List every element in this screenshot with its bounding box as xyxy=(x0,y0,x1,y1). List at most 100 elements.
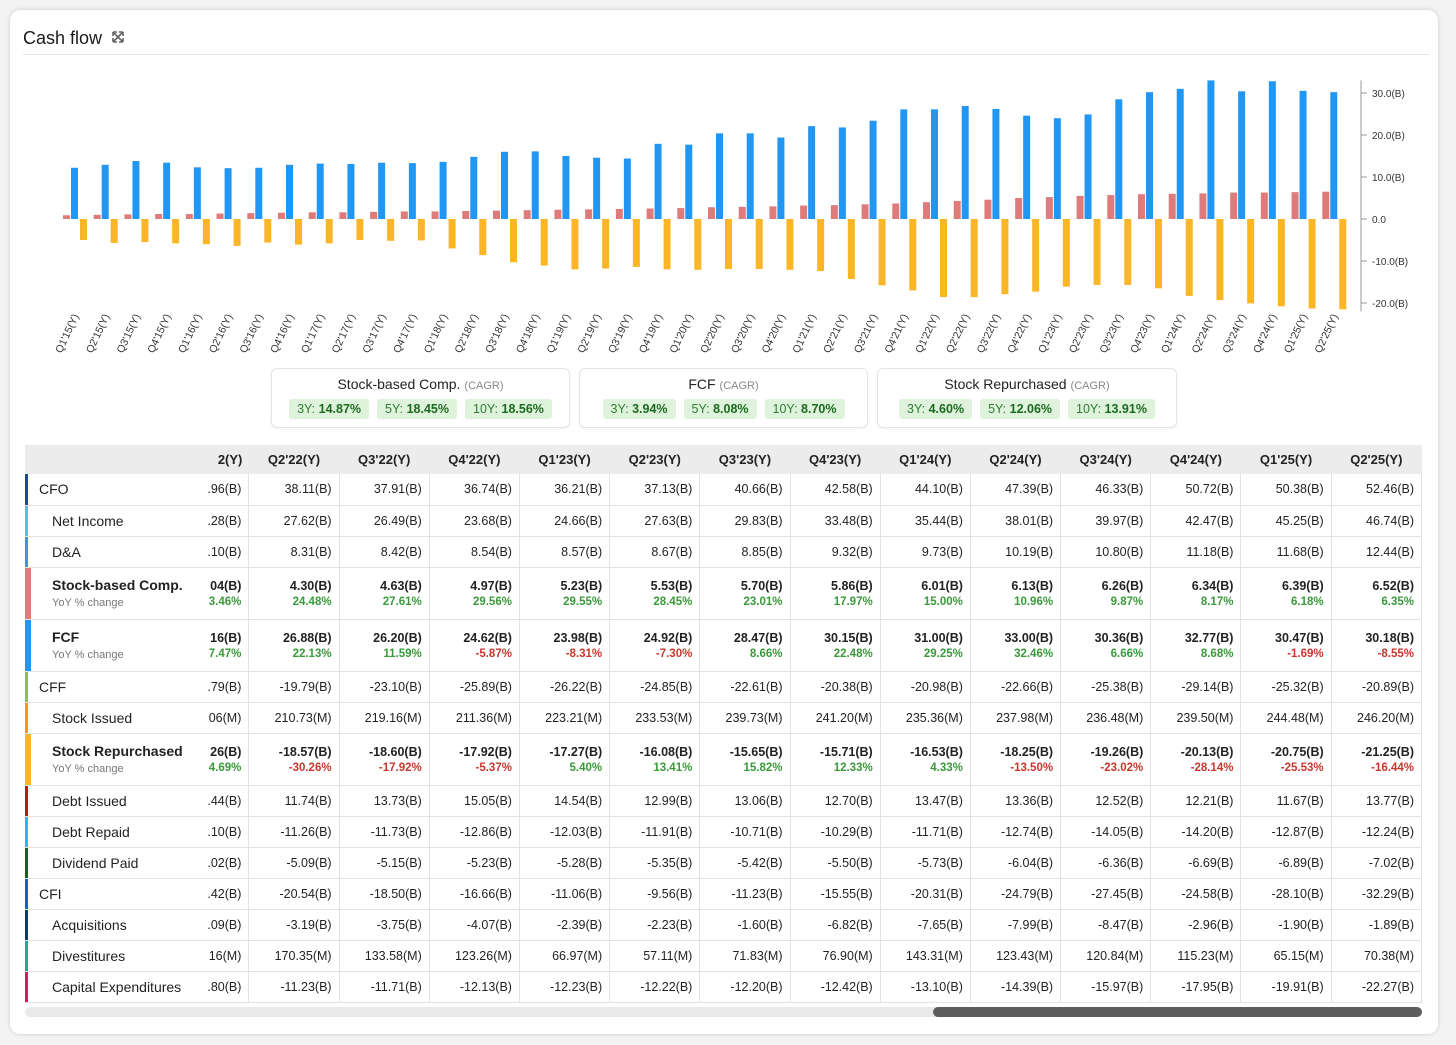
fcf-bar[interactable] xyxy=(71,167,78,219)
repurchase-bar[interactable] xyxy=(786,219,794,270)
sbc-bar[interactable] xyxy=(523,210,531,219)
sbc-bar[interactable] xyxy=(247,213,255,219)
fcf-bar[interactable] xyxy=(1023,115,1031,219)
repurchase-bar[interactable] xyxy=(817,219,825,272)
repurchase-bar[interactable] xyxy=(970,219,978,298)
repurchase-bar[interactable] xyxy=(479,219,487,256)
repurchase-bar[interactable] xyxy=(940,219,947,298)
column-header[interactable]: Q4'22(Y) xyxy=(429,445,520,474)
sbc-bar[interactable] xyxy=(1107,195,1115,219)
sbc-bar[interactable] xyxy=(308,212,316,219)
repurchase-bar[interactable] xyxy=(233,219,241,246)
fcf-bar[interactable] xyxy=(900,109,908,219)
fcf-bar[interactable] xyxy=(838,127,846,219)
repurchase-bar[interactable] xyxy=(1032,219,1040,292)
fcf-bar[interactable] xyxy=(931,109,938,219)
repurchase-bar[interactable] xyxy=(387,219,395,241)
repurchase-bar[interactable] xyxy=(571,219,579,270)
fcf-bar[interactable] xyxy=(746,133,754,219)
sbc-bar[interactable] xyxy=(1199,193,1207,219)
column-header[interactable]: Q3'23(Y) xyxy=(699,445,791,474)
repurchase-bar[interactable] xyxy=(448,219,456,249)
repurchase-bar[interactable] xyxy=(356,219,364,240)
cash-flow-table-scroll[interactable]: 2(Y) Q2'22(Y) Q3'22(Y) Q4'22(Y) Q1'23(Y) Q2'2… xyxy=(25,445,1422,1007)
repurchase-bar[interactable] xyxy=(878,219,886,286)
fcf-bar[interactable] xyxy=(593,157,601,219)
fcf-bar[interactable] xyxy=(163,162,171,219)
column-header[interactable]: Q1'24(Y) xyxy=(880,445,971,474)
sbc-bar[interactable] xyxy=(1260,192,1268,219)
sbc-bar[interactable] xyxy=(646,208,654,220)
fcf-bar[interactable] xyxy=(1207,80,1215,220)
sbc-bar[interactable] xyxy=(216,213,224,219)
column-header[interactable]: Q2'25(Y) xyxy=(1331,445,1422,474)
repurchase-bar[interactable] xyxy=(1001,219,1009,295)
sbc-bar[interactable] xyxy=(800,205,808,219)
fcf-bar[interactable] xyxy=(193,167,201,219)
repurchase-bar[interactable] xyxy=(909,219,917,291)
fcf-bar[interactable] xyxy=(439,161,447,219)
fcf-bar[interactable] xyxy=(470,156,478,219)
fcf-bar[interactable] xyxy=(224,168,232,219)
repurchase-bar[interactable] xyxy=(325,219,333,244)
fcf-bar[interactable] xyxy=(531,151,539,219)
sbc-bar[interactable] xyxy=(708,207,715,219)
column-header[interactable]: Q4'24(Y) xyxy=(1150,445,1242,474)
repurchase-bar[interactable] xyxy=(172,219,180,244)
fcf-bar[interactable] xyxy=(316,163,324,219)
fcf-bar[interactable] xyxy=(1330,92,1338,219)
sbc-bar[interactable] xyxy=(155,213,163,219)
sbc-bar[interactable] xyxy=(493,210,500,219)
column-header[interactable]: Q2'23(Y) xyxy=(609,445,701,474)
sbc-bar[interactable] xyxy=(923,202,930,219)
sbc-bar[interactable] xyxy=(861,204,869,219)
sbc-bar[interactable] xyxy=(1138,194,1145,219)
column-header[interactable]: Q2'24(Y) xyxy=(970,445,1062,474)
fcf-bar[interactable] xyxy=(286,164,293,219)
repurchase-bar[interactable] xyxy=(295,219,302,245)
sbc-bar[interactable] xyxy=(953,200,961,219)
sbc-bar[interactable] xyxy=(370,211,378,219)
fcf-bar[interactable] xyxy=(961,106,969,219)
column-header[interactable]: Q3'22(Y) xyxy=(339,445,430,474)
fcf-bar[interactable] xyxy=(132,161,140,219)
fcf-bar[interactable] xyxy=(808,126,816,219)
sbc-bar[interactable] xyxy=(1015,198,1023,219)
sbc-bar[interactable] xyxy=(93,214,101,219)
repurchase-bar[interactable] xyxy=(202,219,210,245)
fcf-bar[interactable] xyxy=(1268,81,1276,220)
repurchase-bar[interactable] xyxy=(602,219,610,269)
fcf-bar[interactable] xyxy=(623,158,631,219)
fcf-bar[interactable] xyxy=(101,164,109,219)
repurchase-bar[interactable] xyxy=(417,219,425,241)
fcf-bar[interactable] xyxy=(1176,88,1184,219)
repurchase-bar[interactable] xyxy=(1062,219,1070,287)
repurchase-bar[interactable] xyxy=(1093,219,1101,285)
column-header[interactable]: Q3'24(Y) xyxy=(1060,445,1152,474)
fcf-bar[interactable] xyxy=(869,120,877,219)
fcf-bar[interactable] xyxy=(1115,99,1123,219)
sbc-bar[interactable] xyxy=(462,211,470,219)
sbc-bar[interactable] xyxy=(677,208,685,219)
repurchase-bar[interactable] xyxy=(540,219,548,266)
fcf-bar[interactable] xyxy=(777,137,785,219)
expand-arrows-icon[interactable] xyxy=(111,30,125,44)
sbc-bar[interactable] xyxy=(892,203,900,219)
repurchase-bar[interactable] xyxy=(1124,219,1132,285)
column-header[interactable]: Q2'22(Y) xyxy=(248,445,340,474)
fcf-bar[interactable] xyxy=(408,163,416,219)
fcf-bar[interactable] xyxy=(347,163,355,219)
sbc-bar[interactable] xyxy=(1076,195,1084,219)
sbc-bar[interactable] xyxy=(738,206,746,219)
fcf-bar[interactable] xyxy=(1084,114,1092,219)
sbc-bar[interactable] xyxy=(554,209,562,219)
sbc-bar[interactable] xyxy=(431,211,439,219)
sbc-bar[interactable] xyxy=(1322,191,1330,219)
repurchase-bar[interactable] xyxy=(1308,219,1316,309)
repurchase-bar[interactable] xyxy=(1216,219,1224,301)
fcf-bar[interactable] xyxy=(1238,91,1246,219)
sbc-bar[interactable] xyxy=(339,212,347,219)
repurchase-bar[interactable] xyxy=(1339,219,1347,310)
sbc-bar[interactable] xyxy=(63,215,70,219)
horizontal-scrollbar-thumb[interactable] xyxy=(933,1007,1422,1017)
